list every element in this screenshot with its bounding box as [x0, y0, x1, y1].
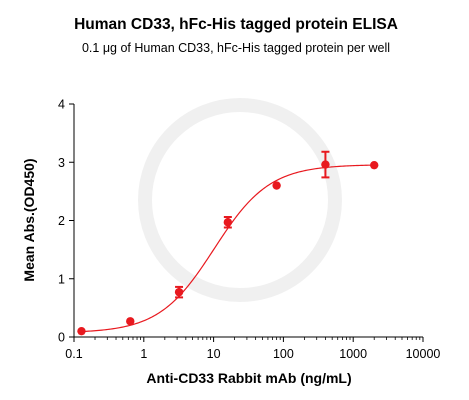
data-point: [77, 326, 86, 336]
ticks: 0.1 1 10 100 1000 10000 0 1 2 3 4: [58, 98, 440, 362]
chart-title: Human CD33, hFc-His tagged protein ELISA: [74, 16, 398, 33]
data-point: [321, 160, 330, 169]
data-points-layer: [77, 150, 379, 336]
y-tick-label: 1: [58, 272, 65, 286]
x-tick-label: 0.1: [65, 347, 82, 361]
y-axis-title: Mean Abs.(OD450): [21, 158, 37, 281]
y-tick-label: 0: [58, 331, 65, 345]
data-point: [272, 181, 281, 190]
y-tick-label: 3: [58, 156, 65, 170]
data-point: [126, 317, 135, 326]
subtitle-suffix: of Human CD33, hFc-His tagged protein pe…: [117, 41, 390, 55]
chart-subtitle: 0.1 μg of Human CD33, hFc-His tagged pro…: [82, 41, 390, 55]
axes: [73, 104, 423, 338]
data-point: [223, 218, 233, 227]
subtitle-unit: μg: [103, 41, 117, 55]
data-point: [370, 160, 379, 170]
x-tick-label: 10: [207, 347, 221, 361]
subtitle-prefix: 0.1: [82, 41, 103, 55]
watermark-logo: [138, 98, 342, 302]
y-tick-label: 4: [58, 98, 65, 112]
data-point: [174, 287, 184, 297]
x-tick-label: 1000: [339, 347, 367, 361]
x-tick-label: 10000: [406, 347, 441, 361]
x-tick-label: 1: [140, 347, 147, 361]
y-tick-label: 2: [58, 214, 65, 228]
x-tick-label: 100: [273, 347, 294, 361]
x-axis-title: Anti-CD33 Rabbit mAb (ng/mL): [146, 370, 351, 386]
